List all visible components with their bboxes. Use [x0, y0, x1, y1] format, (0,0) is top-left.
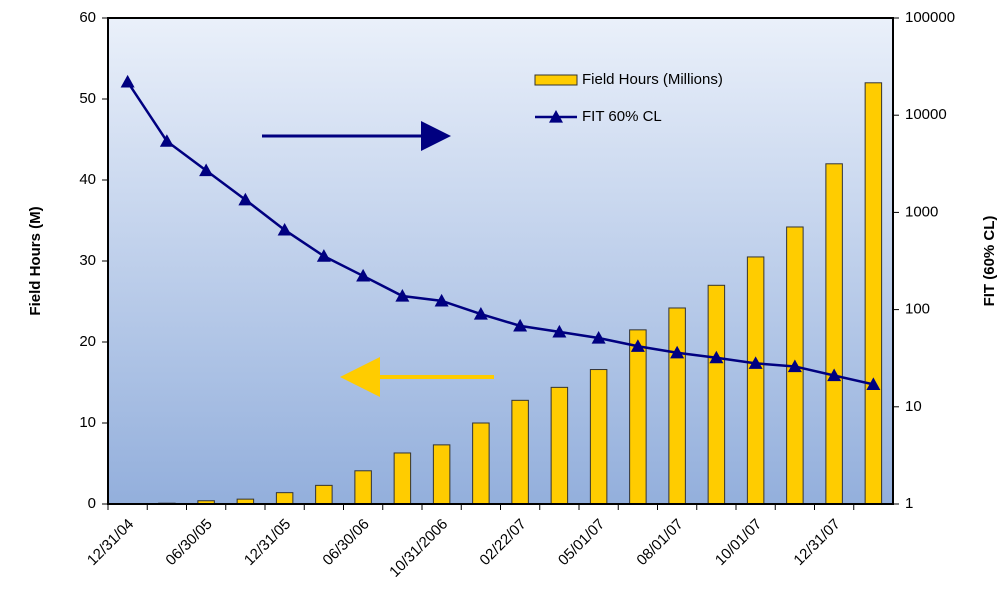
marker [473, 307, 488, 320]
marker [787, 359, 802, 373]
bar [354, 470, 372, 505]
y2-tick-label: 10000 [905, 106, 947, 123]
y2-tick-label: 10 [905, 398, 922, 415]
y2-tick-label: 1 [905, 495, 913, 512]
bar [472, 422, 490, 505]
bar [589, 369, 608, 505]
marker [709, 350, 724, 364]
bar [432, 444, 451, 505]
y-tick-label: 30 [79, 252, 96, 269]
y-tick-label: 20 [79, 333, 96, 350]
marker [748, 356, 763, 369]
plot-area [108, 18, 893, 504]
marker [238, 192, 253, 206]
bar [668, 307, 686, 505]
marker [120, 74, 135, 88]
legend-label: FIT 60% CL [582, 108, 662, 125]
y-tick-label: 60 [79, 9, 96, 26]
x-tick-label: 12/31/04 [84, 516, 137, 569]
y2-tick-label: 100 [905, 301, 930, 318]
marker [159, 134, 174, 147]
bar [825, 163, 843, 505]
x-tick-label: 08/01/07 [633, 516, 686, 569]
x-tick-label: 02/22/07 [476, 516, 529, 569]
marker [591, 331, 606, 344]
marker [513, 318, 528, 332]
marker [395, 289, 410, 302]
legend-label: Field Hours (Millions) [582, 71, 723, 88]
y2-tick-label: 1000 [905, 203, 938, 220]
y-tick-label: 0 [88, 495, 96, 512]
x-tick-label: 12/31/07 [790, 516, 843, 569]
marker [827, 368, 842, 382]
marker [434, 293, 449, 307]
x-tick-label: 06/30/05 [162, 516, 215, 569]
bar [393, 452, 412, 505]
x-tick-label: 05/01/07 [555, 516, 608, 569]
bar [315, 484, 333, 505]
y-axis-title: Field Hours (M) [27, 206, 44, 315]
y2-tick-label: 100000 [905, 9, 955, 26]
marker [199, 163, 214, 177]
bar [550, 386, 569, 505]
x-tick-label: 10/31/2006 [386, 516, 451, 581]
marker [670, 345, 685, 359]
y2-axis-title: FIT (60% CL) [981, 216, 998, 307]
marker [630, 339, 645, 352]
bar [275, 492, 294, 505]
marker [866, 377, 881, 391]
bar [629, 329, 647, 505]
y-tick-label: 40 [79, 171, 96, 188]
y-tick-label: 10 [79, 414, 96, 431]
bar [746, 256, 765, 505]
marker [552, 324, 567, 338]
y-tick-label: 50 [79, 90, 96, 107]
x-tick-label: 10/01/07 [712, 516, 765, 569]
bar [864, 82, 883, 505]
marker [316, 249, 331, 262]
marker [277, 222, 292, 236]
x-tick-label: 12/31/05 [241, 516, 294, 569]
bar [707, 284, 726, 505]
legend-swatch [534, 74, 578, 86]
bar [511, 399, 529, 505]
marker [356, 268, 371, 282]
x-tick-label: 06/30/06 [319, 516, 372, 569]
legend-swatch [549, 110, 563, 123]
